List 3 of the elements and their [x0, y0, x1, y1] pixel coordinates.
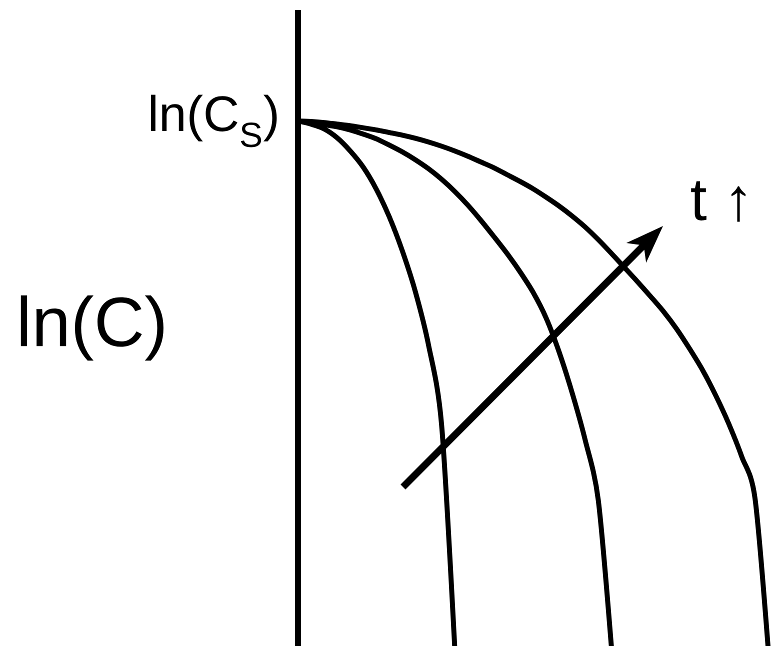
annotation: t ↑ [691, 181, 746, 222]
y-axis-title: ln(C) [20, 295, 164, 361]
text: ln(C$_{S}$) [151, 94, 277, 148]
